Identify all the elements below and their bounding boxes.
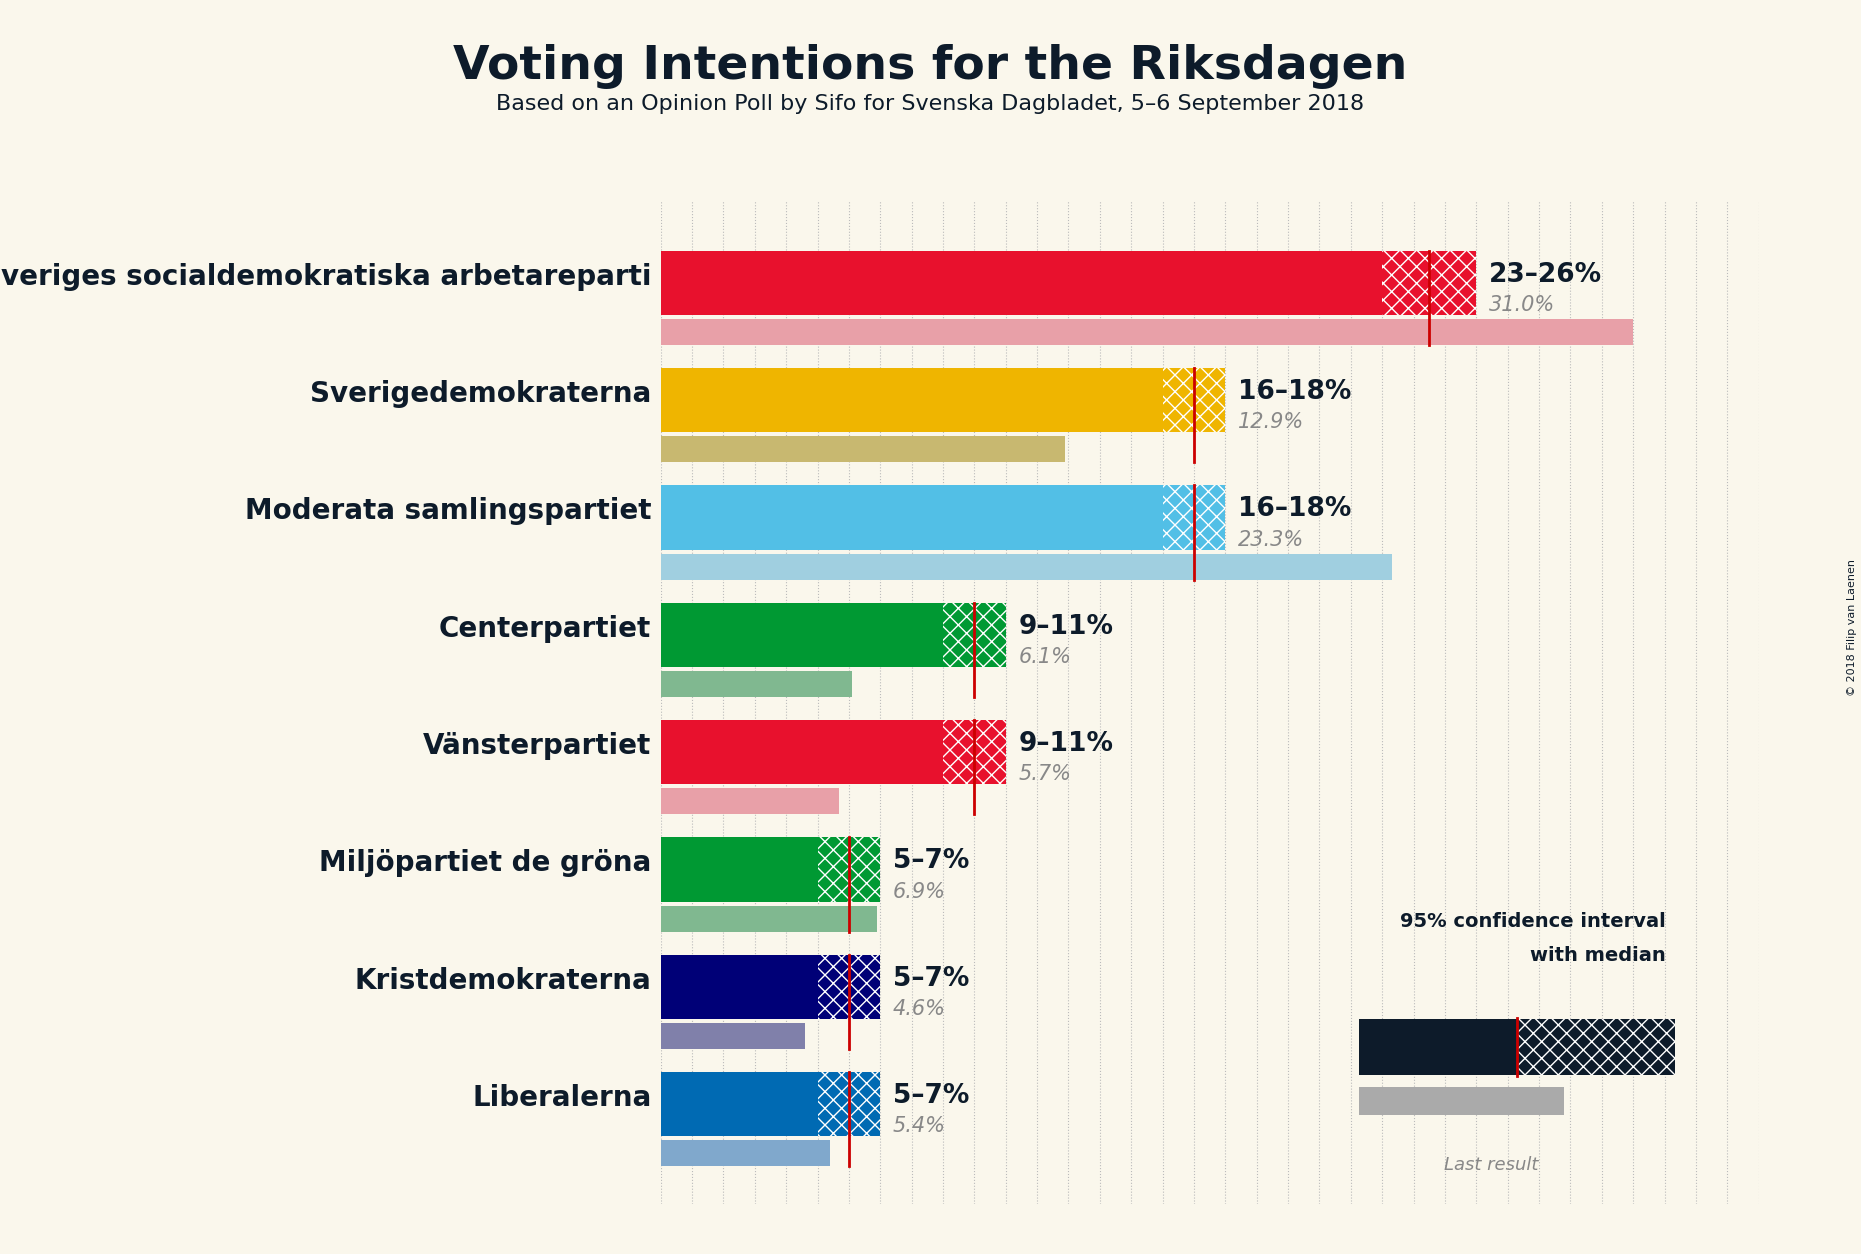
- Bar: [661, 1140, 830, 1166]
- Text: © 2018 Filip van Laenen: © 2018 Filip van Laenen: [1848, 558, 1857, 696]
- Text: 9–11%: 9–11%: [1018, 613, 1113, 640]
- Text: with median: with median: [1530, 946, 1666, 966]
- Bar: [661, 251, 1383, 315]
- Text: 16–18%: 16–18%: [1238, 379, 1351, 405]
- Text: 5.4%: 5.4%: [893, 1116, 945, 1136]
- Bar: [661, 954, 817, 1020]
- Text: 16–18%: 16–18%: [1238, 497, 1351, 522]
- Text: 23.3%: 23.3%: [1238, 529, 1305, 549]
- Text: Based on an Opinion Poll by Sifo for Svenska Dagbladet, 5–6 September 2018: Based on an Opinion Poll by Sifo for Sve…: [497, 94, 1364, 114]
- Bar: [661, 905, 877, 932]
- Text: 6.9%: 6.9%: [893, 882, 945, 902]
- Bar: [661, 320, 1634, 345]
- Text: Sverigedemokraterna: Sverigedemokraterna: [311, 380, 651, 408]
- Bar: [1359, 1087, 1565, 1115]
- Text: 5.7%: 5.7%: [1018, 765, 1072, 785]
- Bar: [944, 720, 1005, 784]
- Bar: [661, 1023, 806, 1048]
- Text: 4.6%: 4.6%: [893, 999, 945, 1020]
- Text: 9–11%: 9–11%: [1018, 731, 1113, 757]
- Bar: [661, 671, 852, 697]
- Bar: [661, 1072, 817, 1136]
- Text: Last result: Last result: [1444, 1156, 1539, 1174]
- Bar: [817, 838, 880, 902]
- Bar: [1359, 1018, 1517, 1076]
- Text: 5–7%: 5–7%: [893, 966, 970, 992]
- Text: Liberalerna: Liberalerna: [473, 1083, 651, 1112]
- Bar: [1163, 367, 1225, 433]
- Text: Kristdemokraterna: Kristdemokraterna: [355, 967, 651, 994]
- Bar: [817, 1072, 880, 1136]
- Bar: [661, 485, 1163, 549]
- Bar: [661, 436, 1064, 463]
- Text: Miljöpartiet de gröna: Miljöpartiet de gröna: [318, 849, 651, 877]
- Text: 6.1%: 6.1%: [1018, 647, 1072, 667]
- Bar: [817, 954, 880, 1020]
- Text: Voting Intentions for the Riksdagen: Voting Intentions for the Riksdagen: [454, 44, 1407, 89]
- Bar: [661, 789, 839, 814]
- Bar: [1163, 485, 1225, 549]
- Bar: [661, 838, 817, 902]
- Text: 12.9%: 12.9%: [1238, 413, 1305, 433]
- Bar: [661, 720, 944, 784]
- Text: Sveriges socialdemokratiska arbetareparti: Sveriges socialdemokratiska arbetarepart…: [0, 262, 651, 291]
- Text: 5–7%: 5–7%: [893, 848, 970, 874]
- Bar: [661, 554, 1392, 579]
- Bar: [661, 602, 944, 667]
- Text: 5–7%: 5–7%: [893, 1083, 970, 1109]
- Bar: [1517, 1018, 1675, 1076]
- Text: 23–26%: 23–26%: [1489, 262, 1602, 287]
- Text: 31.0%: 31.0%: [1489, 295, 1556, 315]
- Text: Centerpartiet: Centerpartiet: [439, 614, 651, 642]
- Text: 95% confidence interval: 95% confidence interval: [1399, 912, 1666, 932]
- Bar: [944, 602, 1005, 667]
- Text: Moderata samlingspartiet: Moderata samlingspartiet: [246, 497, 651, 525]
- Bar: [661, 367, 1163, 433]
- Bar: [1383, 251, 1476, 315]
- Text: Vänsterpartiet: Vänsterpartiet: [422, 732, 651, 760]
